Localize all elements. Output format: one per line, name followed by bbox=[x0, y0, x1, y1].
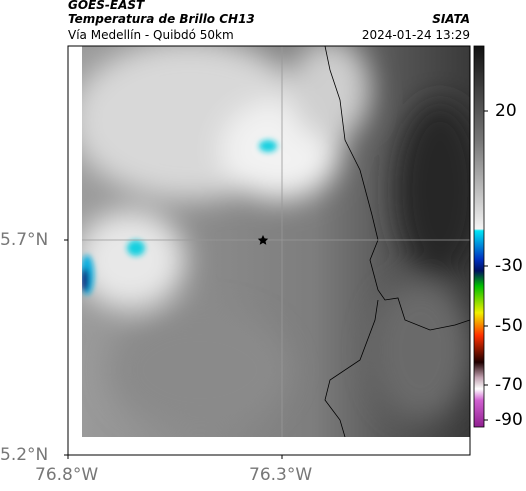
colorbar bbox=[473, 45, 485, 428]
lon-label: 76.8°W bbox=[35, 465, 99, 485]
satellite-image bbox=[82, 46, 470, 437]
lat-label: 5.7°N bbox=[0, 230, 49, 250]
lon-label: 76.3°W bbox=[249, 465, 313, 485]
datetime-label: 2024-01-24 13:29 bbox=[361, 28, 470, 42]
product-title: Temperatura de Brillo CH13 bbox=[68, 12, 255, 26]
colorbar-tick-label: 20 bbox=[495, 101, 517, 121]
route-label: Vía Medellín - Quibdó 50km bbox=[68, 28, 234, 42]
agency-label: SIATA bbox=[432, 12, 470, 26]
colorbar-tick-label: -70 bbox=[495, 375, 523, 395]
colorbar-tick-label: -90 bbox=[495, 410, 523, 430]
source-title: GOES-EAST bbox=[68, 0, 145, 12]
colorbar-tick-label: -50 bbox=[495, 316, 523, 336]
colorbar-tick-label: -30 bbox=[495, 256, 523, 276]
lat-label: 5.2°N bbox=[0, 445, 49, 465]
